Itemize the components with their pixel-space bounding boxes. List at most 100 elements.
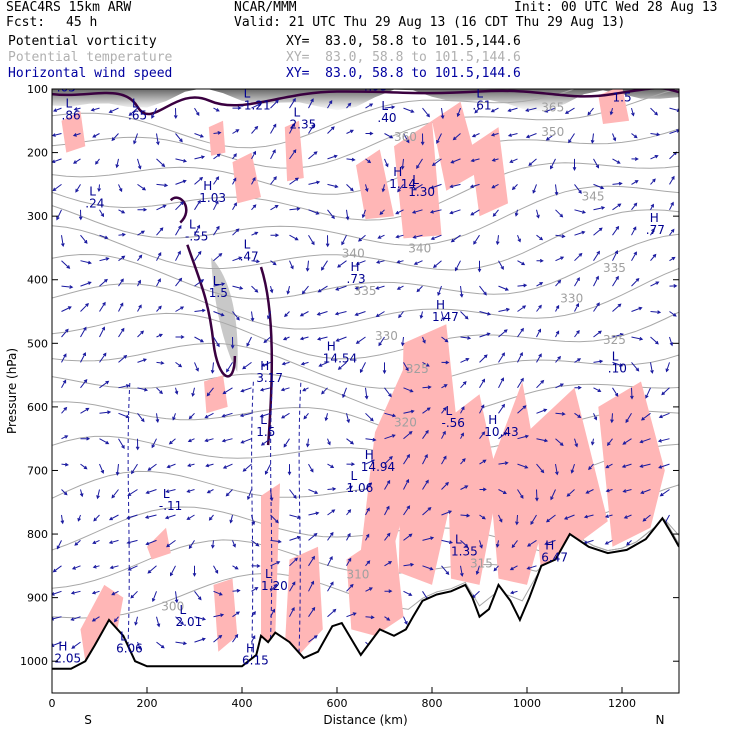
wind-vector bbox=[289, 234, 299, 241]
extremum-value: 2.05 bbox=[54, 652, 81, 666]
wind-vector bbox=[156, 387, 163, 395]
wind-vector bbox=[612, 158, 621, 164]
wind-vector bbox=[194, 133, 204, 138]
init-time: Init: 00 UTC Wed 28 Aug 13 bbox=[514, 0, 718, 15]
wind-vector bbox=[308, 555, 315, 567]
y-tick-label: 600 bbox=[27, 401, 48, 414]
wind-vector bbox=[137, 207, 148, 212]
x-tick-label: 400 bbox=[232, 697, 253, 710]
wind-vector bbox=[422, 536, 435, 541]
wind-vector bbox=[470, 158, 480, 163]
isentrope-label: 335 bbox=[354, 284, 377, 298]
wind-vector bbox=[555, 234, 566, 239]
wind-vector bbox=[127, 489, 138, 496]
wind-vector bbox=[536, 379, 545, 389]
wind-vector bbox=[187, 438, 195, 443]
wind-vector bbox=[583, 514, 594, 519]
wind-vector bbox=[250, 311, 255, 322]
extremum-value: 6.15 bbox=[242, 653, 269, 667]
wind-vector bbox=[621, 463, 632, 468]
wind-vector bbox=[403, 562, 415, 567]
wind-vector bbox=[206, 387, 214, 397]
wind-vector bbox=[517, 260, 526, 266]
isentrope-label: 335 bbox=[603, 261, 626, 275]
wind-vector bbox=[604, 539, 613, 545]
wind-vector bbox=[131, 463, 138, 475]
wind-vector bbox=[99, 278, 108, 287]
wind-vector bbox=[79, 489, 84, 498]
wind-vector bbox=[175, 133, 183, 143]
wind-vector bbox=[470, 209, 480, 216]
field-wind-name: Horizontal wind speed bbox=[8, 66, 173, 81]
wind-vector bbox=[550, 489, 556, 501]
wind-vector bbox=[650, 155, 659, 160]
wind-vector bbox=[327, 463, 335, 469]
wind-vector bbox=[650, 362, 654, 374]
wind-vector bbox=[477, 260, 482, 273]
wind-vector bbox=[80, 436, 91, 441]
wind-vector bbox=[80, 281, 92, 287]
wind-vector bbox=[126, 514, 138, 520]
wind-vector bbox=[555, 438, 564, 446]
wind-vector bbox=[172, 413, 176, 421]
wind-vector bbox=[498, 403, 505, 414]
wind-vector bbox=[479, 459, 487, 465]
wind-vector bbox=[251, 231, 259, 236]
wind-vector bbox=[61, 379, 67, 389]
stratospheric-pv-shading bbox=[52, 89, 679, 112]
wind-speed-contour bbox=[127, 381, 131, 646]
wind-vector bbox=[550, 158, 556, 170]
wind-vector bbox=[221, 438, 233, 443]
wind-vector bbox=[460, 485, 469, 490]
wind-vector bbox=[381, 184, 386, 193]
wind-vector bbox=[118, 412, 130, 419]
wind-vector bbox=[612, 203, 622, 211]
wind-vector bbox=[308, 123, 315, 134]
extremum-marker: L bbox=[66, 97, 73, 111]
wind-vector bbox=[669, 256, 676, 262]
wind-vector bbox=[61, 260, 71, 269]
wind-vector bbox=[205, 463, 214, 468]
wind-vector bbox=[188, 412, 195, 420]
extremum-value: 1.5 bbox=[209, 286, 228, 300]
organization-label: NCAR/MMM bbox=[234, 0, 297, 15]
plot-frame bbox=[51, 88, 680, 694]
wind-vector bbox=[175, 641, 188, 646]
wind-vector bbox=[263, 336, 271, 344]
wind-vector bbox=[640, 412, 651, 421]
wind-vector bbox=[61, 353, 67, 363]
extremum-marker: H bbox=[58, 640, 67, 654]
isentrope-line bbox=[52, 89, 576, 149]
wind-vector bbox=[166, 463, 176, 469]
wind-vector bbox=[625, 413, 632, 424]
extremum-value: -.56 bbox=[442, 416, 465, 430]
x-axis-label: Distance (km) bbox=[323, 713, 407, 727]
wind-vector bbox=[536, 209, 540, 219]
wind-vector bbox=[574, 252, 583, 262]
wind-vector bbox=[526, 565, 537, 570]
wind-vector bbox=[395, 209, 404, 215]
wind-vector bbox=[327, 126, 335, 134]
wind-vector bbox=[118, 438, 125, 449]
wind-vector bbox=[364, 184, 369, 193]
wind-vector bbox=[403, 431, 413, 440]
wind-vector bbox=[321, 260, 328, 271]
wind-vector bbox=[650, 336, 659, 345]
wind-vector bbox=[316, 336, 328, 341]
wind-vector bbox=[574, 438, 578, 448]
wind-vector bbox=[56, 540, 62, 550]
field-wind-xy: XY= 83.0, 58.8 to 101.5,144.6 bbox=[286, 66, 521, 81]
wind-vector bbox=[327, 209, 335, 220]
wind-vector bbox=[115, 158, 120, 169]
wind-vector bbox=[669, 228, 675, 236]
wind-vector bbox=[441, 539, 454, 544]
wind-vector bbox=[460, 540, 469, 548]
wind-vector bbox=[590, 133, 595, 144]
extremum-value: .40 bbox=[377, 111, 396, 125]
wind-vector bbox=[612, 361, 624, 367]
wind-vector bbox=[213, 107, 220, 112]
extremum-marker: L bbox=[351, 469, 358, 483]
wind-vector bbox=[365, 437, 377, 442]
wind-vector bbox=[491, 158, 499, 162]
wind-vector bbox=[229, 514, 233, 524]
